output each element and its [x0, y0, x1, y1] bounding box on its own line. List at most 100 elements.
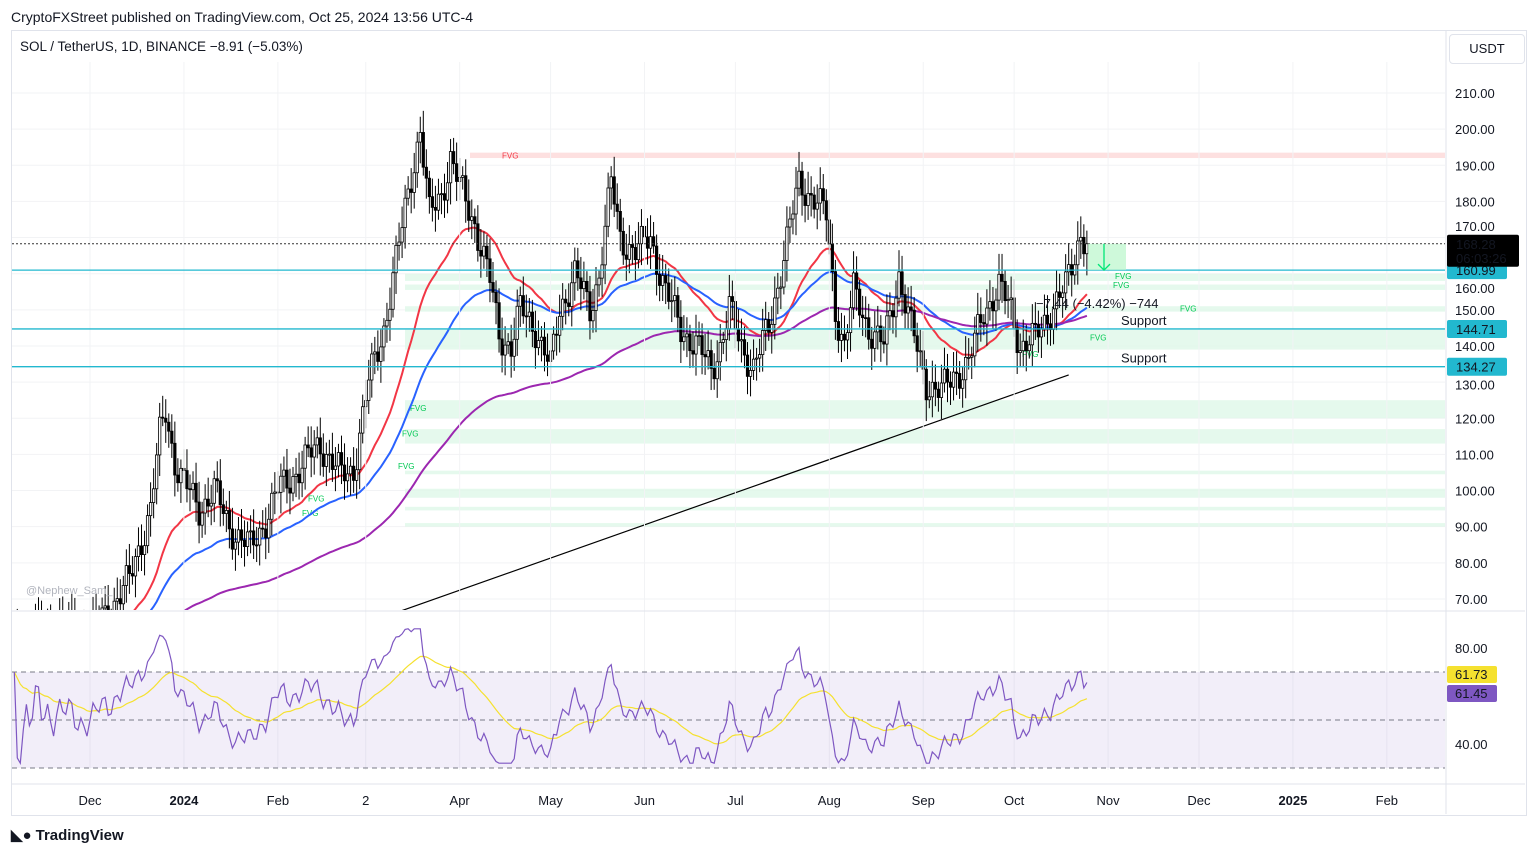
- y-tick-label: 70.00: [1455, 592, 1488, 607]
- candle-body: [706, 350, 710, 358]
- candle-body: [800, 170, 804, 196]
- candle-body: [285, 469, 289, 489]
- candle-body: [479, 250, 483, 257]
- candle-body: [648, 236, 653, 249]
- candle-body: [92, 615, 94, 635]
- candle-body: [315, 437, 319, 446]
- candle-body: [655, 245, 659, 275]
- fvg-label: FVG: [410, 404, 426, 413]
- candle-body: [403, 197, 407, 229]
- candle-body: [130, 573, 135, 577]
- y-tick-label: 210.00: [1455, 86, 1495, 101]
- candle-body: [879, 325, 883, 343]
- candle-body: [95, 615, 97, 621]
- candle-body: [870, 338, 874, 349]
- candle-body: [597, 277, 601, 286]
- candle-body: [203, 498, 207, 514]
- candle-body: [667, 282, 671, 302]
- candle-body: [1039, 328, 1044, 338]
- candle-body: [74, 618, 76, 640]
- candle-body: [424, 166, 428, 179]
- y-tick-label: 140.00: [1455, 339, 1495, 354]
- candle-body: [327, 453, 331, 456]
- candle-body: [694, 335, 698, 355]
- candle-body: [227, 510, 231, 530]
- candle-body: [391, 272, 395, 310]
- y-tick-label: 170.00: [1455, 219, 1495, 234]
- candle-body: [900, 271, 904, 295]
- x-tick-label: Apr: [450, 793, 471, 808]
- symbol-legend: SOL / TetherUS, 1D, BINANCE −8.91 (−5.03…: [20, 39, 303, 54]
- candle-body: [86, 639, 88, 650]
- candle-body: [685, 333, 689, 338]
- candle-body: [785, 226, 789, 261]
- candle-body: [230, 528, 235, 550]
- candle-body: [942, 368, 947, 384]
- candle-body: [600, 264, 604, 279]
- candle-body: [55, 633, 57, 650]
- candle-body: [1018, 350, 1022, 354]
- candle-body: [158, 416, 162, 456]
- candle-body: [339, 452, 344, 466]
- candle-body: [37, 619, 39, 620]
- candle-body: [594, 284, 598, 311]
- support-label: Support: [1121, 351, 1167, 366]
- candle-body: [536, 340, 541, 349]
- candle-body: [1045, 314, 1050, 325]
- candle-body: [773, 297, 777, 325]
- candle-body: [555, 333, 559, 336]
- rsi-ma-value: 61.73: [1455, 667, 1488, 682]
- candle-body: [739, 339, 744, 342]
- candle-body: [764, 319, 768, 331]
- candle-body: [273, 491, 277, 494]
- candle-body: [494, 291, 498, 304]
- candle-body: [28, 634, 30, 643]
- candle-body: [379, 346, 383, 362]
- candle-body: [106, 605, 110, 610]
- candle-body: [894, 297, 898, 318]
- tradingview-logo[interactable]: ◣● TradingView: [11, 826, 124, 845]
- candle-body: [1054, 291, 1059, 310]
- candle-body: [918, 350, 922, 353]
- candle-body: [197, 501, 201, 526]
- candle-body: [506, 341, 510, 346]
- price-level-badge: [1447, 319, 1507, 338]
- currency-button[interactable]: USDT: [1449, 34, 1525, 64]
- candle-body: [333, 465, 338, 470]
- measure-label: −7.44 (−4.42%) −744: [1036, 296, 1159, 311]
- candle-body: [1000, 273, 1004, 282]
- candle-body: [382, 325, 386, 348]
- candle-body: [40, 619, 42, 637]
- candle-body: [464, 175, 468, 202]
- candle-body: [473, 216, 477, 225]
- candle-body: [376, 351, 380, 362]
- candle-body: [10, 639, 12, 640]
- last-price-badge: [1447, 234, 1519, 267]
- candle-body: [297, 473, 301, 484]
- fvg-label: FVG: [1113, 281, 1129, 290]
- y-tick-label: 130.00: [1455, 378, 1495, 393]
- tv-logo-icon: ◣●: [11, 827, 32, 844]
- candle-body: [964, 356, 968, 381]
- x-tick-label: Aug: [818, 793, 841, 808]
- rsi-tick-label: 80.00: [1455, 641, 1488, 656]
- candle-body: [542, 336, 547, 356]
- x-tick-label: Nov: [1097, 793, 1121, 808]
- candle-body: [561, 298, 565, 317]
- candle-body: [585, 280, 589, 293]
- rsi-ma-badge: [1447, 666, 1497, 683]
- candle-body: [824, 200, 828, 221]
- fvg-zone: [405, 470, 1445, 475]
- y-tick-label: 150.00: [1455, 303, 1495, 318]
- candle-body: [258, 527, 262, 546]
- candle-body: [1051, 308, 1056, 330]
- rsi-line: [13, 628, 1088, 766]
- candle-body: [188, 488, 192, 491]
- candle-body: [1082, 236, 1086, 255]
- last-price-label: 168.28: [1456, 237, 1496, 252]
- candle-body: [936, 388, 941, 398]
- candle-body: [627, 244, 631, 260]
- candle-body: [224, 510, 228, 514]
- candle-body: [794, 187, 798, 215]
